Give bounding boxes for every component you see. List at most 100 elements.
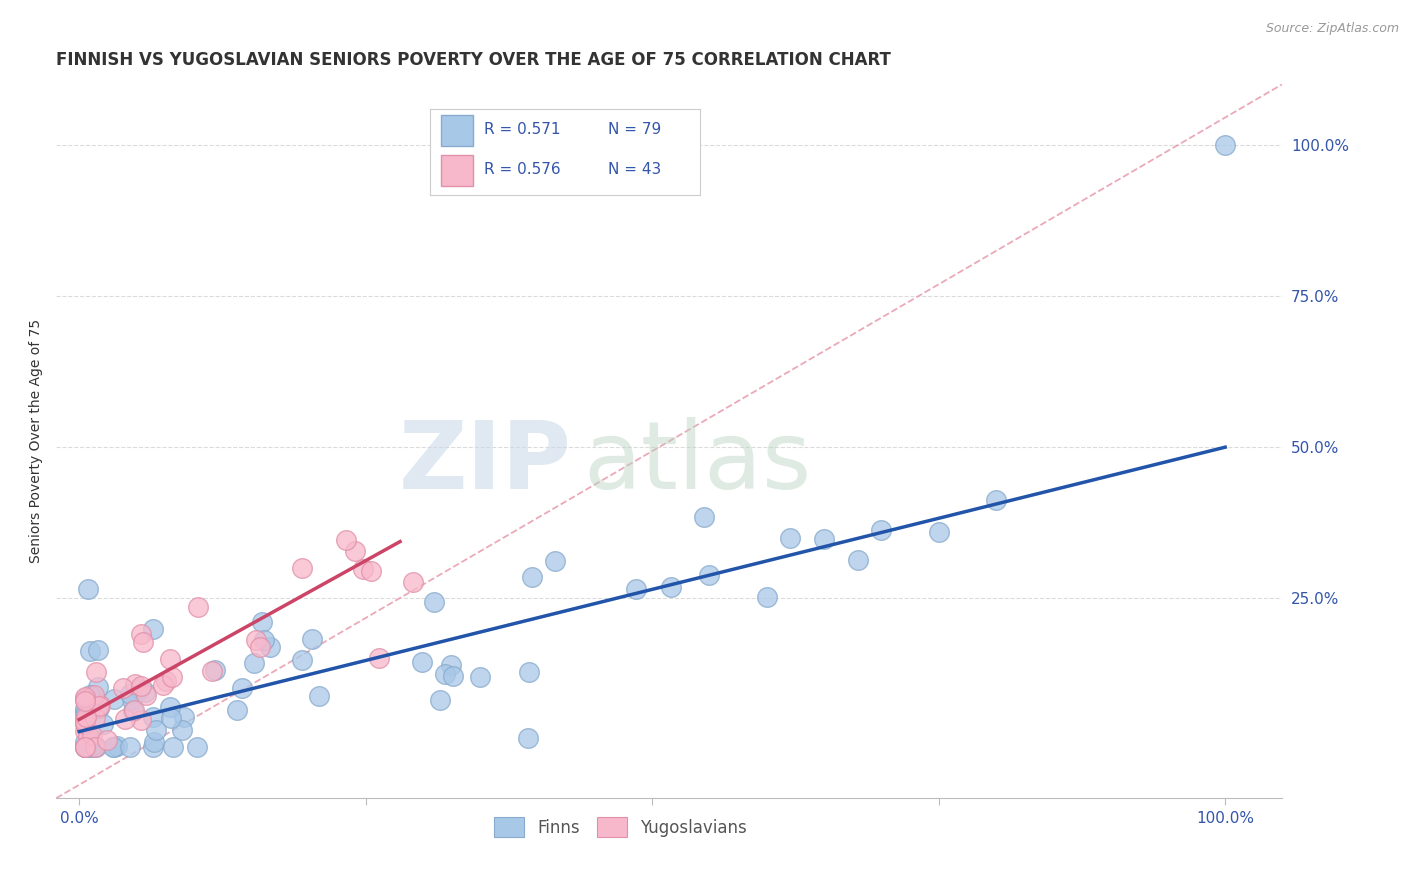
Point bbox=[73, 723, 96, 738]
Text: FINNISH VS YUGOSLAVIAN SENIORS POVERTY OVER THE AGE OF 75 CORRELATION CHART: FINNISH VS YUGOSLAVIAN SENIORS POVERTY O… bbox=[56, 51, 891, 69]
Point bbox=[129, 681, 152, 696]
Point bbox=[73, 715, 96, 730]
Point bbox=[434, 667, 457, 681]
Point bbox=[544, 554, 567, 568]
Point bbox=[291, 561, 314, 575]
Point bbox=[79, 731, 101, 745]
Point bbox=[692, 510, 714, 524]
Point bbox=[77, 739, 100, 754]
Point bbox=[87, 699, 110, 714]
Text: atlas: atlas bbox=[583, 417, 811, 508]
Y-axis label: Seniors Poverty Over the Age of 75: Seniors Poverty Over the Age of 75 bbox=[30, 319, 44, 563]
Point bbox=[517, 731, 540, 745]
Point bbox=[159, 699, 181, 714]
Point bbox=[82, 690, 104, 704]
Point bbox=[73, 690, 96, 705]
Point bbox=[129, 679, 152, 693]
Point bbox=[118, 739, 141, 754]
Point bbox=[155, 673, 177, 688]
Point bbox=[301, 632, 323, 647]
Point bbox=[79, 644, 101, 658]
Point bbox=[86, 681, 108, 695]
Point bbox=[142, 739, 165, 754]
Point bbox=[440, 657, 463, 672]
Point bbox=[699, 567, 721, 582]
Point bbox=[870, 523, 893, 537]
Point bbox=[848, 553, 870, 567]
Point bbox=[142, 710, 165, 724]
Point bbox=[84, 739, 107, 754]
Point bbox=[91, 717, 114, 731]
Point bbox=[82, 739, 104, 753]
Point bbox=[468, 670, 491, 684]
Point bbox=[75, 739, 97, 754]
Point bbox=[79, 689, 101, 703]
Point bbox=[96, 732, 118, 747]
Point bbox=[813, 533, 835, 547]
Point bbox=[441, 669, 464, 683]
Point bbox=[1213, 137, 1236, 152]
Point bbox=[131, 634, 153, 648]
Point bbox=[87, 701, 110, 715]
Point bbox=[626, 582, 648, 596]
Point bbox=[134, 685, 156, 699]
Point bbox=[87, 701, 110, 715]
Point bbox=[249, 640, 271, 654]
Point bbox=[121, 693, 143, 707]
Point bbox=[335, 533, 357, 548]
Point bbox=[122, 705, 145, 719]
Point bbox=[84, 665, 107, 679]
Point bbox=[73, 705, 96, 719]
Point bbox=[145, 723, 167, 738]
Point bbox=[73, 739, 96, 754]
Point bbox=[231, 681, 253, 696]
Point bbox=[779, 532, 801, 546]
Point bbox=[984, 492, 1007, 507]
Point bbox=[77, 582, 100, 597]
Point bbox=[73, 708, 96, 723]
Point bbox=[344, 544, 367, 558]
Point bbox=[360, 564, 382, 578]
Point bbox=[131, 627, 153, 641]
Point bbox=[308, 689, 330, 703]
Point bbox=[173, 710, 195, 724]
Point bbox=[429, 693, 451, 707]
Point bbox=[253, 632, 276, 647]
Text: ZIP: ZIP bbox=[398, 417, 571, 508]
Point bbox=[160, 711, 183, 725]
Point bbox=[89, 698, 111, 713]
Point bbox=[226, 703, 249, 717]
Point bbox=[103, 739, 125, 754]
Point bbox=[73, 713, 96, 727]
Point bbox=[172, 723, 194, 737]
Point bbox=[73, 739, 96, 754]
Point bbox=[517, 665, 540, 679]
Point bbox=[73, 735, 96, 749]
Point bbox=[83, 689, 105, 703]
Point bbox=[79, 739, 101, 754]
Point bbox=[368, 651, 391, 665]
Point bbox=[73, 702, 96, 716]
Point bbox=[186, 739, 208, 754]
Point bbox=[928, 525, 950, 540]
Point bbox=[162, 739, 184, 754]
Point bbox=[291, 653, 314, 667]
Point bbox=[187, 599, 209, 614]
Point bbox=[142, 735, 165, 749]
Point bbox=[84, 739, 107, 754]
Point bbox=[162, 670, 184, 684]
Point bbox=[422, 595, 444, 609]
Point bbox=[118, 687, 141, 701]
Legend: Finns, Yugoslavians: Finns, Yugoslavians bbox=[488, 811, 754, 843]
Point bbox=[73, 714, 96, 729]
Point bbox=[83, 739, 105, 754]
Point bbox=[73, 739, 96, 754]
Point bbox=[84, 711, 107, 725]
Point bbox=[73, 692, 96, 706]
Point bbox=[259, 640, 281, 654]
Point bbox=[124, 677, 146, 691]
Point bbox=[159, 652, 181, 666]
Point bbox=[755, 590, 778, 604]
Point bbox=[122, 703, 145, 717]
Point bbox=[73, 739, 96, 754]
